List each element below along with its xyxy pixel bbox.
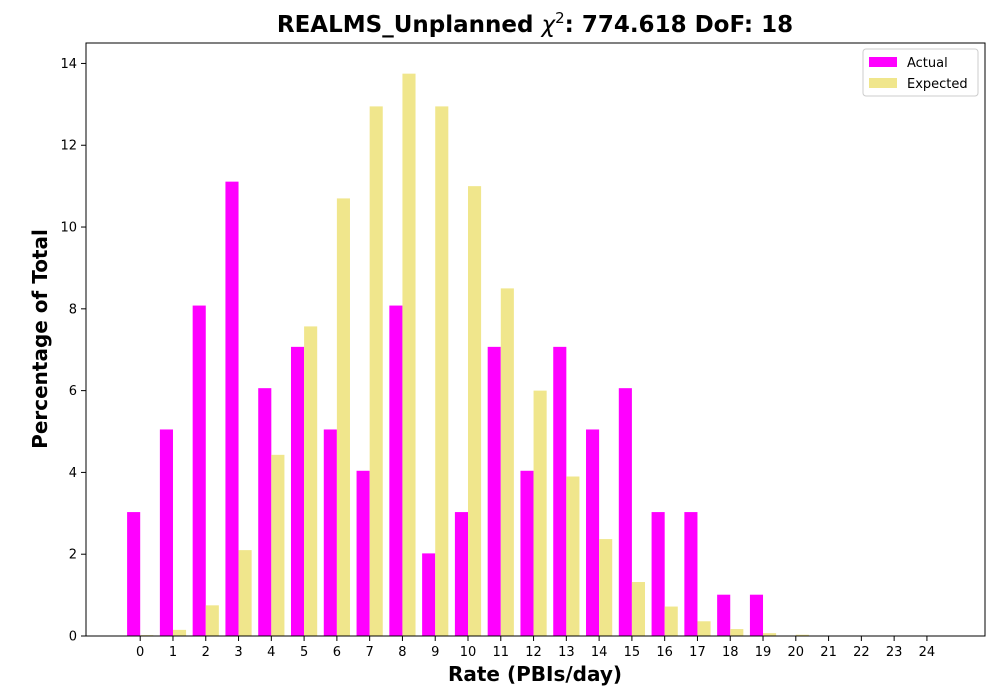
axis-layer: 0 1 2 3 4 5 6 7 8 9 10 11 12 13 14 15 16 17 18 19 20 21 22 23 24… xyxy=(60,57,935,660)
y-tick-label: 10 xyxy=(60,221,77,236)
actual-bar-17 xyxy=(684,512,698,636)
y-tick-label: 6 xyxy=(69,384,77,399)
expected-bar-9 xyxy=(435,106,449,636)
expected-bar-12 xyxy=(533,390,547,636)
actual-bar-19 xyxy=(749,594,764,636)
expected-bar-4 xyxy=(271,454,285,636)
actual-bar-7 xyxy=(356,470,370,636)
x-tick-label: 17 xyxy=(689,645,706,660)
actual-bar-6 xyxy=(323,429,337,636)
x-tick-label: 20 xyxy=(788,645,805,660)
y-tick-label: 14 xyxy=(60,57,77,72)
expected-bar-13 xyxy=(566,476,580,636)
x-tick-label: 14 xyxy=(591,645,608,660)
x-axis-label: Rate (PBIs/day) xyxy=(448,662,622,686)
actual-bar-4 xyxy=(258,388,272,636)
x-tick-label: 4 xyxy=(267,645,275,660)
expected-bar-14 xyxy=(599,539,613,636)
expected-bar-16 xyxy=(664,606,678,636)
expected-bar-2 xyxy=(205,605,219,636)
x-tick-label: 18 xyxy=(722,645,739,660)
x-tick-label: 2 xyxy=(202,645,210,660)
x-tick-label: 22 xyxy=(853,645,870,660)
actual-bar-10 xyxy=(454,512,468,636)
actual-bar-0 xyxy=(127,512,141,636)
x-tick-label: 15 xyxy=(624,645,641,660)
x-tick-label: 21 xyxy=(820,645,837,660)
actual-bar-8 xyxy=(389,305,403,636)
x-tick-label: 8 xyxy=(398,645,406,660)
legend: Actual Expected xyxy=(862,48,979,97)
actual-bar-1 xyxy=(159,429,173,636)
x-tick-label: 6 xyxy=(333,645,341,660)
y-tick-label: 8 xyxy=(69,302,77,317)
actual-bar-18 xyxy=(717,594,731,636)
expected-bar-15 xyxy=(631,582,645,636)
x-tick-label: 19 xyxy=(755,645,772,660)
legend-swatch-actual xyxy=(869,57,897,67)
actual-bar-3 xyxy=(225,181,239,636)
x-tick-label: 3 xyxy=(234,645,242,660)
bars-layer xyxy=(127,73,842,637)
expected-bar-11 xyxy=(500,288,514,636)
actual-bar-5 xyxy=(291,346,305,636)
x-tick-label: 10 xyxy=(460,645,477,660)
actual-bar-13 xyxy=(553,346,567,636)
x-tick-label: 13 xyxy=(558,645,575,660)
actual-bar-12 xyxy=(520,470,534,636)
expected-bar-5 xyxy=(304,326,318,636)
x-tick-label: 7 xyxy=(366,645,374,660)
expected-bar-8 xyxy=(402,73,416,637)
chart-title: REALMS_Unplanned χ2: 774.618 DoF: 18 xyxy=(277,9,793,38)
expected-bar-6 xyxy=(336,198,350,636)
legend-swatch-expected xyxy=(869,78,897,88)
y-axis-label: Percentage of Total xyxy=(28,229,52,449)
actual-bar-14 xyxy=(586,429,600,636)
expected-bar-10 xyxy=(468,186,482,636)
expected-bar-7 xyxy=(369,106,383,636)
x-tick-label: 11 xyxy=(493,645,510,660)
expected-bar-1 xyxy=(172,629,187,636)
expected-bar-18 xyxy=(730,629,744,636)
x-tick-label: 24 xyxy=(919,645,936,660)
x-tick-label: 12 xyxy=(525,645,542,660)
expected-bar-20 xyxy=(795,634,809,636)
actual-bar-2 xyxy=(192,305,206,636)
y-tick-label: 0 xyxy=(69,630,77,645)
x-tick-label: 5 xyxy=(300,645,308,660)
plot-frame xyxy=(85,42,986,637)
x-tick-label: 9 xyxy=(431,645,439,660)
legend-label-expected: Expected xyxy=(907,77,968,92)
expected-bar-17 xyxy=(697,621,711,636)
x-tick-label: 1 xyxy=(169,645,177,660)
y-tick-label: 12 xyxy=(60,139,77,154)
y-tick-label: 4 xyxy=(69,466,77,481)
actual-bar-11 xyxy=(487,346,501,636)
expected-bar-19 xyxy=(763,633,777,636)
actual-bar-9 xyxy=(422,553,436,636)
y-tick-label: 2 xyxy=(69,548,77,563)
actual-bar-16 xyxy=(651,512,665,636)
x-tick-label: 0 xyxy=(136,645,144,660)
expected-bar-3 xyxy=(238,550,252,636)
x-tick-label: 16 xyxy=(656,645,673,660)
x-tick-label: 23 xyxy=(886,645,903,660)
actual-bar-15 xyxy=(618,388,632,636)
legend-label-actual: Actual xyxy=(907,56,948,71)
